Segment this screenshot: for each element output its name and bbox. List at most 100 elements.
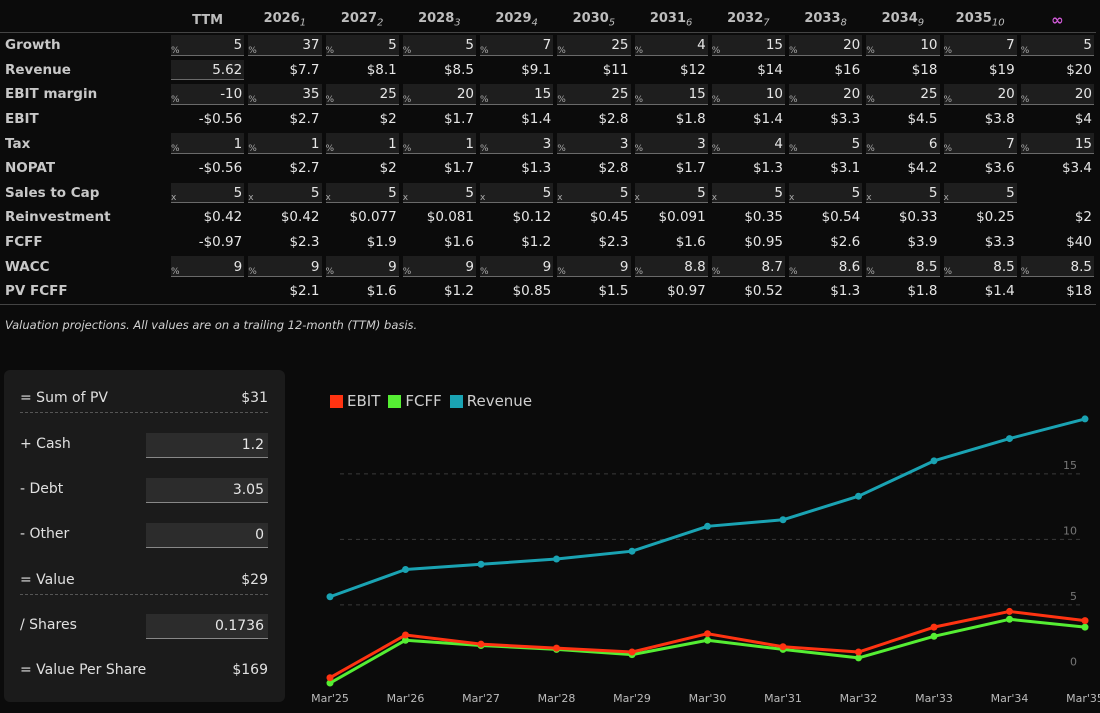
input-cell[interactable]: 5.62 bbox=[169, 58, 246, 83]
unit-prefix: % bbox=[171, 143, 180, 154]
cash-row: + Cash 1.2 bbox=[20, 432, 268, 458]
input-cell[interactable]: % 1 bbox=[401, 131, 478, 156]
input-cell[interactable]: % 6 bbox=[864, 131, 941, 156]
input-cell[interactable]: % 20 bbox=[787, 33, 864, 58]
input-cell[interactable]: % 25 bbox=[324, 82, 401, 107]
shares-input[interactable]: 0.1736 bbox=[146, 614, 268, 639]
input-cell[interactable]: % 7 bbox=[942, 131, 1019, 156]
unit-prefix: x bbox=[789, 193, 795, 204]
input-cell[interactable]: % 9 bbox=[401, 254, 478, 279]
legend-item[interactable]: Revenue bbox=[449, 392, 532, 410]
input-cell[interactable]: % 4 bbox=[633, 33, 710, 58]
input-cell[interactable]: % 15 bbox=[633, 82, 710, 107]
input-cell[interactable]: % 9 bbox=[169, 254, 246, 279]
input-cell[interactable]: % 9 bbox=[555, 254, 632, 279]
input-cell[interactable]: % 10 bbox=[710, 82, 787, 107]
value-cell: $1.9 bbox=[324, 230, 401, 255]
col-header-9: 20349 bbox=[864, 8, 942, 33]
cell-value: $4.5 bbox=[907, 111, 938, 128]
input-cell[interactable]: % 25 bbox=[555, 33, 632, 58]
input-cell[interactable]: % 35 bbox=[246, 82, 323, 107]
cell-value: $4.2 bbox=[907, 160, 938, 177]
input-cell[interactable]: % 8.6 bbox=[787, 254, 864, 279]
input-cell[interactable]: % 25 bbox=[555, 82, 632, 107]
input-box bbox=[557, 256, 631, 277]
input-cell[interactable]: % 37 bbox=[246, 33, 323, 58]
series-line-ebit bbox=[329, 609, 1086, 679]
input-cell[interactable]: % 3 bbox=[478, 131, 555, 156]
row-label: Growth bbox=[5, 37, 61, 54]
input-cell[interactable]: % 5 bbox=[401, 33, 478, 58]
cell-value: 1 bbox=[465, 135, 474, 152]
unit-prefix: % bbox=[325, 143, 335, 154]
col-header-label: 2032 bbox=[727, 11, 764, 27]
col-header-2: 20272 bbox=[323, 8, 401, 33]
other-input[interactable]: 0 bbox=[146, 523, 268, 548]
input-cell[interactable]: % 7 bbox=[478, 33, 555, 58]
input-cell[interactable]: % 9 bbox=[478, 254, 555, 279]
data-point bbox=[1006, 615, 1013, 623]
input-cell[interactable]: % 1 bbox=[324, 131, 401, 156]
input-cell[interactable]: % 3 bbox=[555, 131, 632, 156]
input-cell[interactable]: % 4 bbox=[710, 131, 787, 156]
cell-value: $1.9 bbox=[366, 234, 397, 251]
input-cell[interactable]: % 8.8 bbox=[633, 254, 710, 279]
unit-prefix: % bbox=[248, 266, 257, 277]
input-cell[interactable]: % 8.7 bbox=[710, 254, 787, 279]
input-cell[interactable]: % 15 bbox=[1019, 131, 1096, 156]
x-tick-label: Mar'35 bbox=[1066, 692, 1100, 705]
input-cell[interactable]: % 20 bbox=[787, 82, 864, 107]
input-cell[interactable]: % 5 bbox=[169, 33, 246, 58]
input-box bbox=[866, 35, 940, 56]
input-cell[interactable]: % 7 bbox=[942, 33, 1019, 58]
data-point bbox=[1006, 435, 1013, 443]
input-cell[interactable]: % 15 bbox=[710, 33, 787, 58]
input-cell[interactable]: % 25 bbox=[864, 82, 941, 107]
input-cell[interactable]: % 8.5 bbox=[864, 254, 941, 279]
legend-item[interactable]: EBIT bbox=[330, 392, 380, 410]
value-label: = Value bbox=[20, 572, 75, 588]
input-cell[interactable]: % 5 bbox=[324, 33, 401, 58]
input-box bbox=[480, 35, 554, 56]
col-header-index: 3 bbox=[454, 17, 461, 29]
input-cell[interactable]: % 20 bbox=[942, 82, 1019, 107]
input-cell[interactable]: % 3 bbox=[633, 131, 710, 156]
input-cell[interactable]: % 1 bbox=[169, 131, 246, 156]
input-cell[interactable]: % 9 bbox=[324, 254, 401, 279]
cell-value: 4 bbox=[774, 135, 783, 152]
cell-value: 25 bbox=[379, 86, 397, 103]
input-cell[interactable]: % 9 bbox=[246, 254, 323, 279]
value-cell: $3.8 bbox=[942, 107, 1019, 132]
input-cell[interactable]: % 5 bbox=[787, 131, 864, 156]
input-cell[interactable]: % 1 bbox=[246, 131, 323, 156]
input-cell[interactable]: % 10 bbox=[864, 33, 941, 58]
cell-value: 1 bbox=[310, 135, 320, 152]
input-cell[interactable]: % 15 bbox=[478, 82, 555, 107]
cell-value: $2.7 bbox=[289, 111, 320, 128]
input-cell[interactable]: % 8.5 bbox=[942, 254, 1019, 279]
value-cell: $0.35 bbox=[710, 205, 787, 230]
input-cell[interactable]: % 8.5 bbox=[1019, 254, 1096, 279]
input-cell[interactable]: % 20 bbox=[1019, 82, 1096, 107]
cell-value: 20 bbox=[843, 86, 861, 103]
cell-value: 8.6 bbox=[838, 258, 861, 275]
debt-input[interactable]: 3.05 bbox=[146, 478, 268, 503]
legend-item[interactable]: FCFF bbox=[388, 392, 442, 410]
input-cell[interactable]: % 5 bbox=[1019, 33, 1096, 58]
cash-input[interactable]: 1.2 bbox=[146, 433, 268, 458]
cell-value: 15 bbox=[765, 37, 783, 54]
input-cell[interactable]: % -10 bbox=[169, 82, 246, 107]
input-cell[interactable]: % 20 bbox=[401, 82, 478, 107]
value-cell: $2 bbox=[324, 156, 401, 181]
